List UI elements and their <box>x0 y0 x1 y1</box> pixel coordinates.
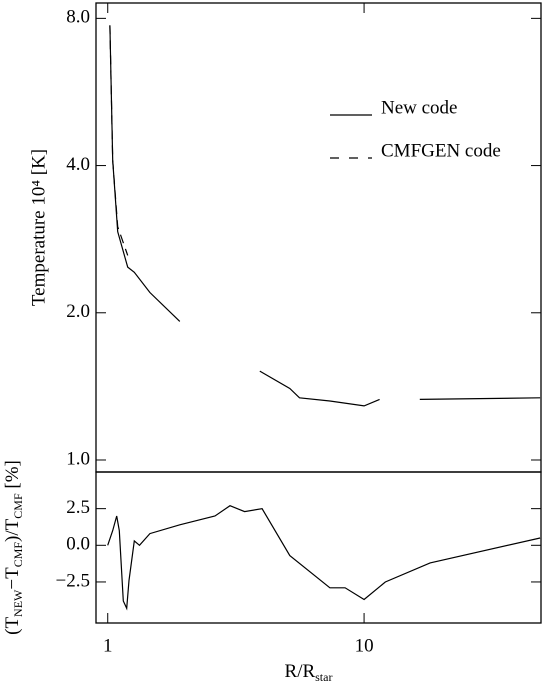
y-tick-label: 1.0 <box>66 448 90 469</box>
y-axis-label-part: −T <box>2 567 23 590</box>
y-tick-label: 2.0 <box>66 301 90 322</box>
data-line <box>419 397 541 400</box>
y-axis-label-part: CMF <box>11 542 25 568</box>
y-tick-label: 0.0 <box>66 534 90 555</box>
data-line <box>107 505 541 611</box>
y-axis-label-part: NEW <box>11 589 25 617</box>
y-tick-label: 2.5 <box>66 497 90 518</box>
legend-label: CMFGEN code <box>381 140 501 161</box>
y-axis-label-part: CMF <box>11 493 25 519</box>
data-line <box>109 25 181 322</box>
y-axis-label-part: )/T <box>2 518 23 542</box>
plot-frame <box>95 471 542 624</box>
y-axis-label-part: [%] <box>2 460 23 493</box>
x-axis-label-part: star <box>315 670 332 682</box>
plot-frame <box>95 2 542 473</box>
x-axis-label: R/Rstar <box>285 661 333 682</box>
y-tick-label: 8.0 <box>66 7 90 28</box>
data-line <box>109 25 129 256</box>
legend-label: New code <box>381 97 458 118</box>
x-axis-label-part: R/R <box>285 661 316 682</box>
y-tick-label: 4.0 <box>66 154 90 175</box>
y-tick-label: −2.5 <box>56 570 90 591</box>
x-tick-label: 1 <box>103 635 113 656</box>
y-axis-label: Temperature 10⁴ [K] <box>28 149 49 306</box>
x-tick-label: 10 <box>355 635 374 656</box>
y-axis-label: (TNEW−TCMF)/TCMF [%] <box>2 460 24 635</box>
data-line <box>259 370 380 407</box>
y-axis-label-part: (T <box>2 617 23 635</box>
